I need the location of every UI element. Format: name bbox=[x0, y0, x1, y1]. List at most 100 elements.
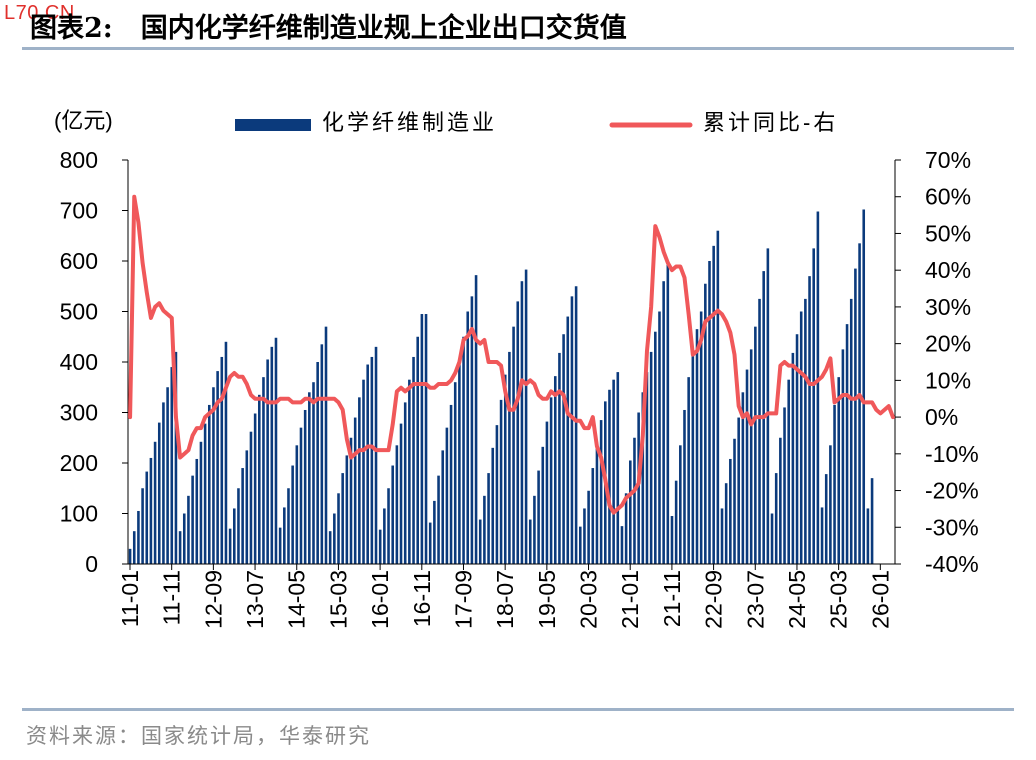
bar-41 bbox=[299, 427, 303, 564]
bar-60 bbox=[378, 529, 382, 564]
bar-113 bbox=[599, 420, 603, 564]
left-tick-label-8: 800 bbox=[60, 147, 98, 173]
bar-65 bbox=[399, 423, 403, 564]
bar-149 bbox=[749, 349, 753, 565]
bar-127 bbox=[658, 311, 661, 564]
bar-59 bbox=[374, 346, 378, 564]
bar-20 bbox=[212, 387, 215, 564]
bar-38 bbox=[287, 488, 290, 564]
bar-14 bbox=[187, 495, 190, 564]
bar-138 bbox=[704, 283, 707, 564]
bar-125 bbox=[649, 351, 653, 564]
bar-115 bbox=[608, 389, 611, 564]
bar-22 bbox=[220, 356, 224, 564]
x-tick-label-16: 24-05 bbox=[784, 570, 810, 629]
bar-54 bbox=[353, 417, 357, 564]
bar-160 bbox=[795, 334, 799, 564]
bar-77 bbox=[449, 404, 453, 564]
bar-47 bbox=[324, 326, 328, 564]
bar-128 bbox=[662, 281, 665, 564]
bar-79 bbox=[458, 359, 461, 564]
bar-91 bbox=[508, 351, 511, 564]
bar-7 bbox=[157, 422, 161, 564]
bar-157 bbox=[783, 407, 786, 564]
bar-43 bbox=[308, 392, 311, 564]
bar-80 bbox=[462, 336, 465, 564]
bar-16 bbox=[195, 458, 199, 564]
left-tick-label-4: 400 bbox=[60, 349, 98, 375]
bar-134 bbox=[687, 377, 690, 564]
left-tick-label-5: 500 bbox=[60, 299, 98, 325]
bar-58 bbox=[370, 356, 374, 564]
bar-106 bbox=[570, 296, 574, 564]
x-tick-label-11: 20-03 bbox=[576, 570, 602, 629]
bar-85 bbox=[483, 495, 486, 564]
bar-55 bbox=[358, 397, 361, 564]
bar-122 bbox=[637, 412, 640, 564]
bar-92 bbox=[512, 326, 515, 564]
left-tick-label-2: 200 bbox=[60, 450, 98, 476]
left-tick-label-3: 300 bbox=[60, 400, 98, 426]
bar-123 bbox=[641, 392, 645, 564]
x-tick-label-17: 25-03 bbox=[826, 570, 852, 629]
bar-30 bbox=[253, 413, 257, 564]
bar-103 bbox=[558, 352, 561, 564]
bar-74 bbox=[437, 475, 440, 565]
bar-3 bbox=[141, 488, 144, 564]
bar-143 bbox=[724, 483, 728, 564]
x-tick-label-6: 16-01 bbox=[367, 570, 393, 629]
bar-61 bbox=[383, 508, 386, 564]
bar-89 bbox=[499, 399, 503, 565]
bar-126 bbox=[654, 331, 657, 564]
x-tick-label-4: 14-05 bbox=[284, 570, 310, 629]
x-tick-label-0: 11-01 bbox=[117, 570, 143, 627]
x-tick-label-9: 18-07 bbox=[492, 570, 518, 629]
bar-67 bbox=[408, 379, 411, 564]
left-tick-label-1: 100 bbox=[60, 501, 98, 527]
bar-35 bbox=[274, 337, 278, 564]
bar-165 bbox=[816, 211, 820, 564]
bar-19 bbox=[207, 404, 211, 564]
bar-142 bbox=[720, 508, 724, 564]
bar-49 bbox=[333, 513, 336, 564]
bar-137 bbox=[699, 311, 703, 564]
bar-53 bbox=[349, 437, 353, 564]
bar-36 bbox=[278, 527, 282, 564]
bar-171 bbox=[841, 349, 845, 565]
bar-18 bbox=[203, 423, 207, 564]
bar-99 bbox=[541, 446, 545, 564]
bar-9 bbox=[166, 387, 169, 564]
bar-71 bbox=[424, 314, 428, 564]
bar-83 bbox=[474, 275, 478, 564]
x-tick-label-3: 13-07 bbox=[242, 570, 268, 629]
bar-133 bbox=[683, 409, 686, 564]
x-tick-label-2: 12-09 bbox=[200, 570, 226, 629]
bar-178 bbox=[870, 478, 874, 564]
x-tick-label-12: 21-01 bbox=[617, 570, 643, 629]
right-tick-label-0: -40% bbox=[925, 551, 979, 577]
bar-158 bbox=[787, 379, 790, 564]
bar-10 bbox=[170, 367, 174, 564]
bar-42 bbox=[303, 409, 307, 564]
bar-24 bbox=[228, 528, 232, 564]
x-tick-label-1: 11-11 bbox=[159, 570, 185, 625]
bar-155 bbox=[774, 473, 778, 564]
bar-148 bbox=[745, 369, 749, 564]
bar-78 bbox=[453, 382, 457, 564]
x-tick-label-7: 16-11 bbox=[409, 570, 435, 627]
right-tick-label-8: 40% bbox=[925, 257, 971, 283]
bar-93 bbox=[516, 301, 520, 564]
bar-73 bbox=[433, 500, 436, 565]
figure-number: 图表2: bbox=[30, 13, 113, 44]
x-tick-label-13: 21-11 bbox=[659, 570, 685, 627]
bar-28 bbox=[245, 450, 249, 565]
bar-118 bbox=[620, 526, 624, 565]
bar-163 bbox=[808, 276, 811, 564]
bar-66 bbox=[403, 402, 407, 564]
bar-177 bbox=[866, 508, 870, 564]
bar-52 bbox=[345, 455, 349, 564]
bar-151 bbox=[758, 298, 761, 565]
bar-141 bbox=[716, 230, 720, 564]
bar-150 bbox=[754, 326, 757, 564]
right-tick-label-7: 30% bbox=[925, 294, 971, 320]
